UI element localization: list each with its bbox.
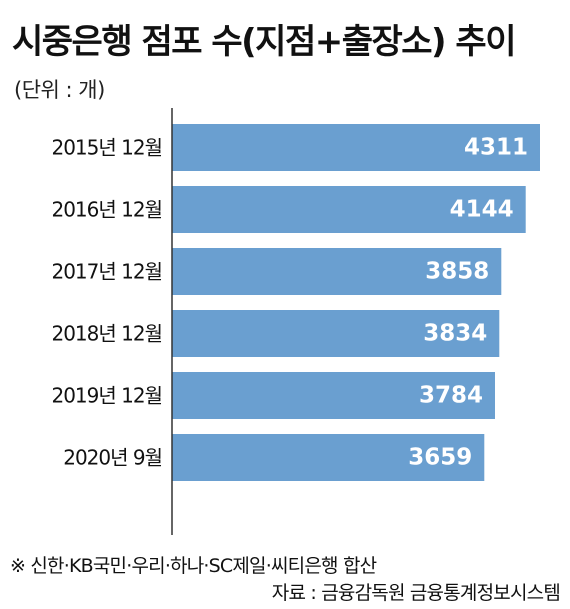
category-label-3: 2018년 12월 [51,322,162,346]
bars-layer [172,124,540,481]
bar-3 [172,310,500,357]
footnote: ※ 신한·KB국민·우리·하나·SC제일·씨티은행 합산 [10,555,377,577]
unit-label: (단위 : 개) [14,78,105,102]
category-label-1: 2016년 12월 [51,198,162,222]
source-note: 자료 : 금융감독원 금융통계정보시스템 [271,582,561,604]
value-label-1: 4144 [450,197,514,223]
category-label-2: 2017년 12월 [51,260,162,284]
bar-0 [172,124,540,171]
value-label-0: 4311 [464,135,528,161]
bar-4 [172,372,495,419]
bar-5 [172,434,485,481]
chart-title: 시중은행 점포 수(지점+출장소) 추이 [12,22,517,62]
bar-2 [172,248,502,295]
category-label-4: 2019년 12월 [51,384,162,408]
category-label-5: 2020년 9월 [63,446,162,470]
bar-1 [172,186,526,233]
value-label-3: 3834 [423,321,487,347]
value-label-5: 3659 [408,445,472,471]
value-label-4: 3784 [419,383,483,409]
labels-layer: 2015년 12월 4311 2016년 12월 4144 2017년 12월 3858 2… [51,135,528,471]
category-label-0: 2015년 12월 [51,136,162,160]
value-label-2: 3858 [425,259,489,285]
